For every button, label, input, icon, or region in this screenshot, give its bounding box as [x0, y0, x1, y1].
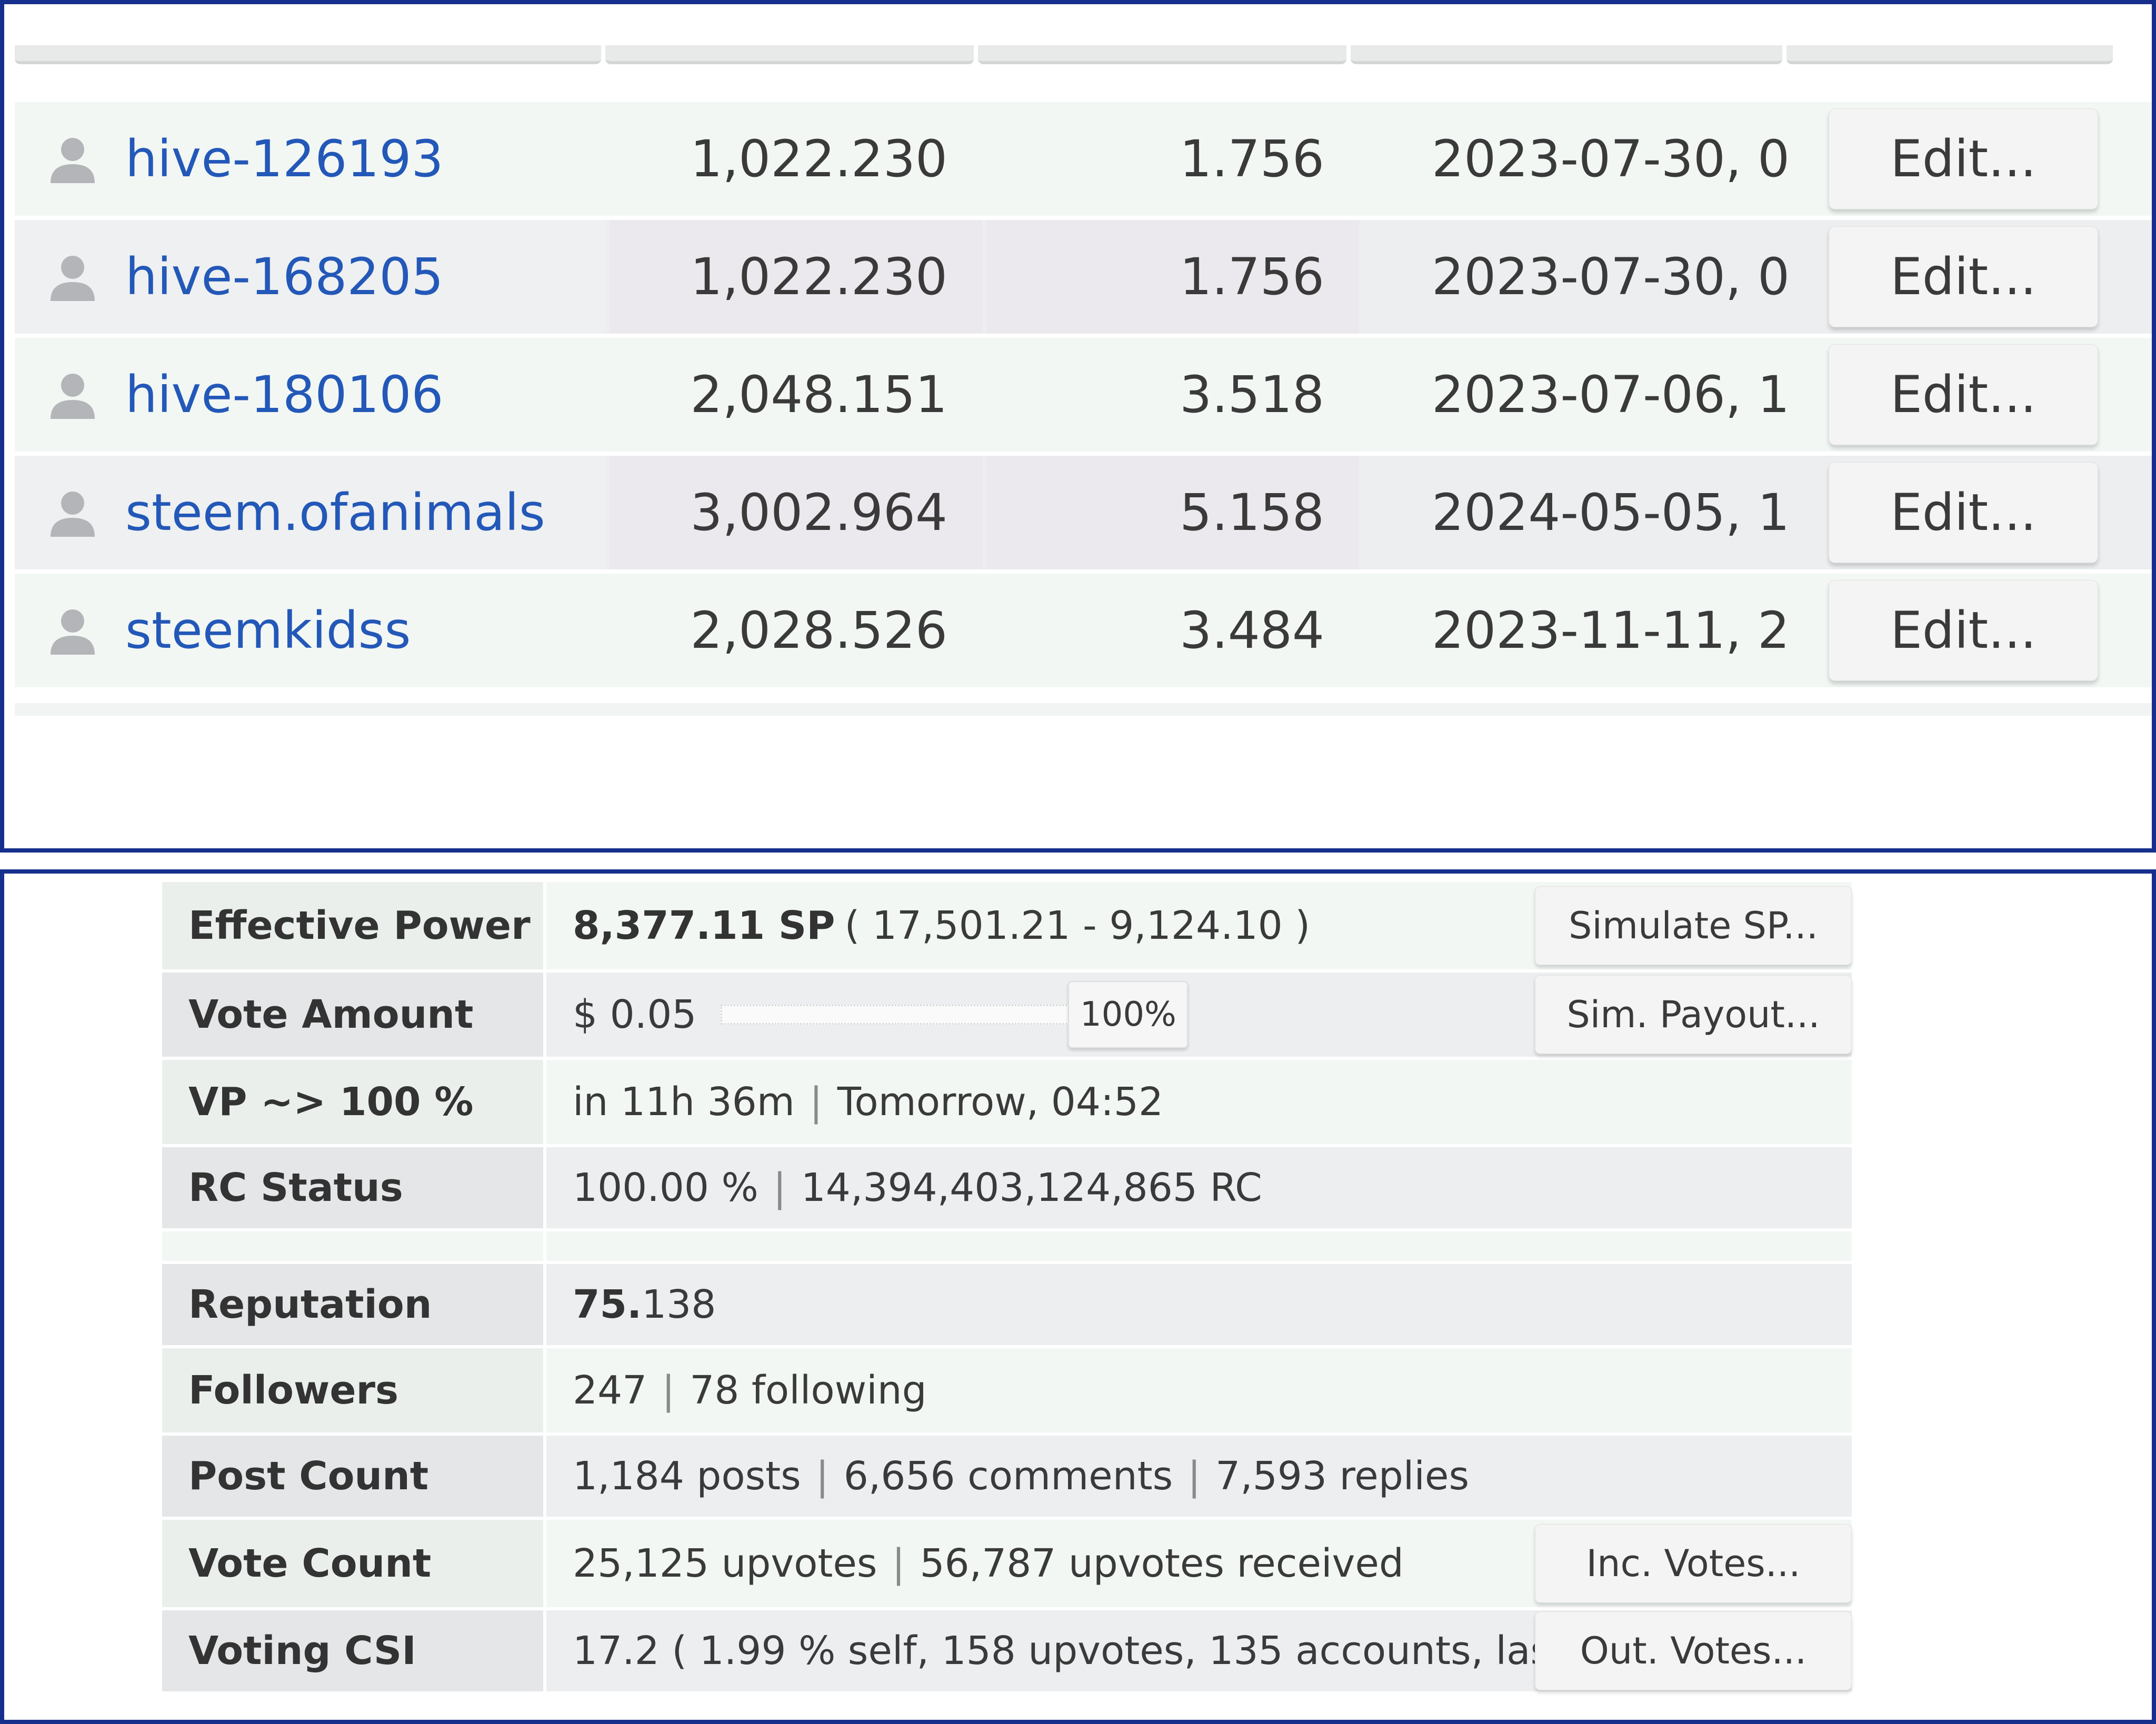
separator: |	[773, 1165, 786, 1210]
stat-spacer-row	[162, 1231, 1852, 1261]
effective-power-detail: ( 17,501.21 - 9,124.10 )	[844, 903, 1311, 948]
stat-label: RC Status	[162, 1147, 546, 1228]
stat-label: Vote Amount	[162, 973, 546, 1057]
user-icon	[51, 374, 95, 419]
table-row: hive-168205 1,022.230 1.756 2023-07-30, …	[15, 220, 2152, 334]
delegation-date: 2023-07-30, 09:	[1432, 129, 1791, 188]
sp-amount: 3,002.964	[610, 456, 982, 569]
user-icon	[51, 256, 95, 301]
user-icon	[51, 138, 95, 183]
separator: |	[809, 1079, 823, 1125]
edit-button[interactable]: Edit...	[1829, 462, 2098, 563]
stat-label: Post Count	[162, 1436, 546, 1517]
stat-row-effective-power: Effective Power 8,377.11 SP ( 17,501.21 …	[162, 882, 1852, 969]
follower-count[interactable]: 247	[573, 1368, 647, 1413]
percentage: 1.756	[1180, 129, 1324, 188]
stat-label: Followers	[162, 1348, 546, 1432]
user-icon	[51, 609, 95, 655]
posts-count: 1,184 posts	[573, 1454, 801, 1499]
voting-csi-value: 17.2 ( 1.99 % self, 158 upvotes, 135 acc…	[573, 1628, 1656, 1673]
inc-votes-button[interactable]: Inc. Votes...	[1535, 1524, 1852, 1603]
vote-amount-value: $ 0.05	[573, 992, 697, 1037]
account-link[interactable]: steemkidss	[125, 601, 411, 660]
edit-button[interactable]: Edit...	[1829, 108, 2098, 209]
sp-amount: 2,048.151	[690, 365, 947, 424]
vp-recharge-time: in 11h 36m	[573, 1079, 795, 1125]
reputation-fraction: 138	[642, 1282, 716, 1327]
table-row: hive-180106 2,048.151 3.518 2023-07-06, …	[15, 338, 2152, 452]
percentage: 3.518	[1180, 365, 1324, 424]
table-footer-strip	[15, 703, 2152, 716]
rc-percent: 100.00 %	[573, 1165, 758, 1210]
stat-label: Reputation	[162, 1264, 546, 1345]
edit-button[interactable]: Edit...	[1829, 344, 2098, 445]
stat-row-voting-csi: Voting CSI 17.2 ( 1.99 % self, 158 upvot…	[162, 1610, 1852, 1691]
vote-weight-handle[interactable]: 100%	[1068, 981, 1189, 1048]
account-link[interactable]: hive-180106	[125, 365, 444, 424]
edit-button[interactable]: Edit...	[1829, 226, 2098, 327]
stat-row-vote-amount: Vote Amount $ 0.05 100% Sim. Payout...	[162, 973, 1852, 1057]
stat-row-post-count: Post Count 1,184 posts | 6,656 comments …	[162, 1436, 1852, 1517]
stat-label: VP ~> 100 %	[162, 1060, 546, 1144]
separator: |	[1187, 1454, 1201, 1499]
sp-amount: 2,028.526	[690, 601, 947, 660]
rc-amount: 14,394,403,124,865 RC	[801, 1165, 1262, 1210]
stat-row-vp: VP ~> 100 % in 11h 36m | Tomorrow, 04:52	[162, 1060, 1852, 1144]
vote-weight-slider[interactable]	[721, 1005, 1072, 1025]
following-count[interactable]: 78 following	[690, 1368, 927, 1413]
sp-amount: 1,022.230	[610, 220, 982, 334]
stat-row-followers: Followers 247 | 78 following	[162, 1348, 1852, 1432]
separator: |	[892, 1541, 905, 1586]
account-stats-panel: Effective Power 8,377.11 SP ( 17,501.21 …	[0, 869, 2156, 1724]
percentage: 5.158	[986, 456, 1359, 569]
reputation-integer: 75.	[573, 1282, 642, 1327]
account-link[interactable]: hive-126193	[125, 129, 444, 188]
comments-count: 6,656 comments	[843, 1454, 1173, 1499]
table-header-strip	[15, 45, 2152, 68]
stat-row-reputation: Reputation 75. 138	[162, 1264, 1852, 1345]
account-link[interactable]: hive-168205	[125, 247, 444, 306]
out-votes-button[interactable]: Out. Votes...	[1535, 1611, 1852, 1690]
account-link[interactable]: steem.ofanimals	[125, 483, 545, 542]
stat-label: Voting CSI	[162, 1610, 546, 1691]
delegation-date: 2023-11-11, 21:	[1432, 601, 1791, 660]
table-row: steemkidss 2,028.526 3.484 2023-11-11, 2…	[15, 574, 2152, 687]
stat-label: Vote Count	[162, 1520, 546, 1607]
delegation-date: 2023-07-06, 13:	[1432, 365, 1791, 424]
replies-count: 7,593 replies	[1215, 1454, 1469, 1499]
user-icon	[51, 492, 95, 537]
separator: |	[662, 1368, 675, 1413]
percentage: 1.756	[986, 220, 1359, 334]
delegation-date: 2024-05-05, 13:	[1432, 483, 1791, 542]
table-row: steem.ofanimals 3,002.964 5.158 2024-05-…	[15, 456, 2152, 569]
upvotes-count: 25,125 upvotes	[573, 1541, 877, 1586]
edit-button[interactable]: Edit...	[1829, 580, 2098, 681]
stat-row-vote-count: Vote Count 25,125 upvotes | 56,787 upvot…	[162, 1520, 1852, 1607]
table-row: hive-126193 1,022.230 1.756 2023-07-30, …	[15, 102, 2152, 216]
simulate-sp-button[interactable]: Simulate SP...	[1535, 886, 1852, 965]
percentage: 3.484	[1180, 601, 1324, 660]
delegations-panel: hive-126193 1,022.230 1.756 2023-07-30, …	[0, 0, 2156, 853]
stat-label: Effective Power	[162, 882, 546, 969]
upvotes-received: 56,787 upvotes received	[920, 1541, 1404, 1586]
stat-row-rc: RC Status 100.00 % | 14,394,403,124,865 …	[162, 1147, 1852, 1228]
effective-power-value: 8,377.11 SP	[573, 903, 835, 948]
sp-amount: 1,022.230	[690, 129, 947, 188]
sim-payout-button[interactable]: Sim. Payout...	[1535, 975, 1852, 1054]
separator: |	[815, 1454, 829, 1499]
vp-full-at: Tomorrow, 04:52	[837, 1079, 1164, 1125]
delegation-date: 2023-07-30, 09:	[1432, 247, 1791, 306]
